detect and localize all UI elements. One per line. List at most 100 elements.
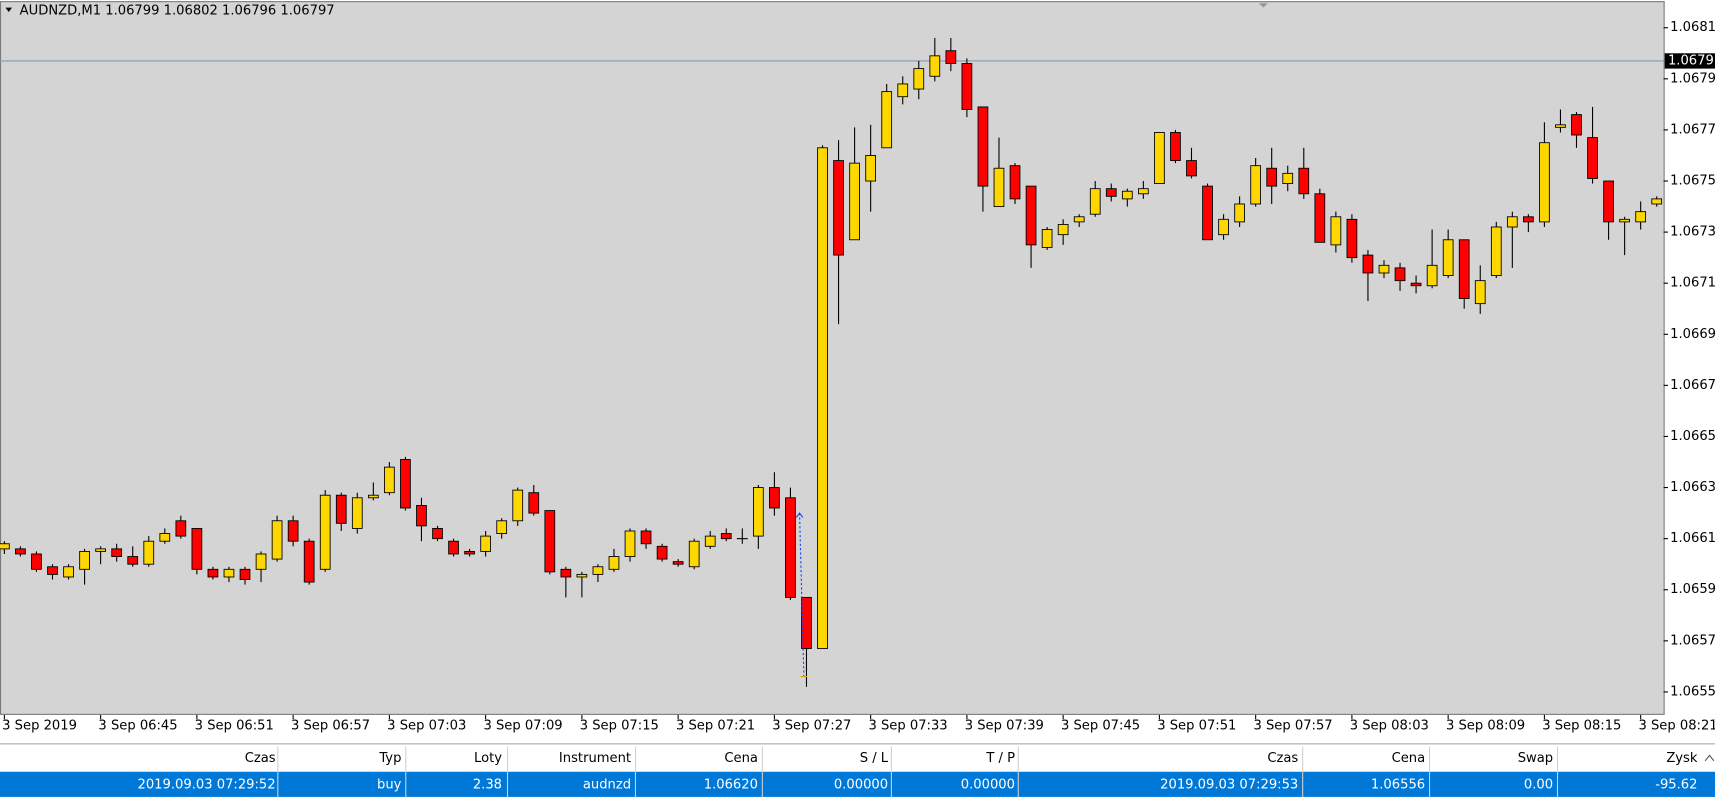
candle-body (1009, 165, 1021, 200)
plot: 1.06550 1.06570 1.06590 1.06610 1.06630 1.066… (0, 20, 1715, 733)
x-tick-label: 3 Sep 06:57 (291, 718, 370, 733)
y-tick-label: 1.06750 (1670, 174, 1715, 189)
candle-body (752, 487, 764, 537)
candle-body (769, 487, 780, 509)
x-tick-label: 3 Sep 08:03 (1350, 718, 1429, 733)
column-header: Czas (1267, 751, 1298, 766)
candle-body (1121, 190, 1133, 200)
candle-body (1603, 180, 1614, 223)
candle-body (351, 497, 363, 529)
candle-body (1523, 216, 1534, 223)
candle-body (464, 550, 475, 555)
candle-body (1490, 226, 1502, 276)
candle-body (1426, 264, 1438, 287)
table-cell: 0.00000 (961, 777, 1015, 792)
candle-body (785, 497, 796, 598)
candle-body (15, 548, 26, 555)
candle-body (704, 535, 716, 547)
candle-body (897, 83, 909, 98)
y-tick-label: 1.06730 (1670, 225, 1715, 240)
trade-open-arrow (795, 512, 804, 518)
x-tick-label: 3 Sep 07:33 (868, 718, 947, 733)
candle-body (400, 459, 411, 509)
table-cell: buy (377, 777, 402, 792)
candle-body (271, 520, 283, 560)
collapse-arrow[interactable] (5, 7, 13, 13)
table-cell: 0.00 (1524, 777, 1553, 792)
candle-body (1282, 172, 1294, 185)
candle-body (239, 568, 251, 580)
candle-body (335, 494, 347, 524)
candle-body (223, 568, 235, 578)
candle-body (1394, 267, 1406, 282)
y-tick-label: 1.06670 (1670, 378, 1715, 393)
candle-body (111, 548, 123, 557)
candle-body (1314, 193, 1326, 243)
candle-body (1266, 167, 1278, 187)
candle-body (1298, 167, 1310, 195)
candle-body (801, 596, 812, 649)
candle-body (528, 492, 540, 514)
candle-body (544, 510, 556, 573)
table-cell: -95.62 (1655, 777, 1697, 792)
candle-body (929, 55, 941, 77)
column-header: Zysk (1666, 751, 1698, 766)
column-header: Instrument (559, 751, 631, 766)
x-tick-label: 3 Sep 07:21 (676, 718, 755, 733)
candle-body (143, 540, 155, 565)
candle-body (1346, 218, 1358, 259)
candle-body (63, 566, 74, 578)
candle-body (127, 556, 139, 565)
shift-marker (1258, 3, 1268, 8)
candle-body (79, 550, 90, 570)
candle-body (656, 545, 668, 560)
x-tick-label: 3 Sep 07:39 (965, 718, 1044, 733)
chart-title: AUDNZD,M1 1.06799 1.06802 1.06796 1.0679… (20, 3, 335, 18)
y-tick-label: 1.06690 (1670, 327, 1715, 342)
candle-body (1555, 124, 1566, 128)
table-cell: 2019.09.03 07:29:52 (137, 777, 275, 792)
x-tick-label: 3 Sep 07:03 (387, 718, 466, 733)
candle-body (720, 533, 732, 540)
candle-body (624, 530, 636, 557)
candle-body (432, 527, 443, 540)
candle-body (1186, 160, 1197, 177)
candle-body (1105, 188, 1117, 197)
price-label: 1.06797 (1668, 53, 1715, 68)
candle-body (1234, 203, 1245, 223)
y-tick-label: 1.06770 (1670, 122, 1715, 137)
candle-body (207, 568, 219, 578)
column-header: Cena (724, 751, 758, 766)
candle-body (1250, 165, 1262, 205)
candle-body (303, 540, 315, 583)
candle-body (608, 556, 620, 570)
price-label-box (1664, 53, 1715, 69)
candle-body (961, 63, 973, 110)
candle-body (576, 573, 588, 578)
x-tick-label: 3 Sep 07:15 (580, 718, 659, 733)
candle-body (1330, 216, 1342, 246)
trade-line (798, 513, 805, 677)
x-tick-label: 3 Sep 08:09 (1446, 718, 1525, 733)
trade-table: Czas Typ Loty Instrument Cena S / L T / P Czas C… (137, 746, 1715, 797)
y-tick-label: 1.06650 (1670, 429, 1715, 444)
candle-body (817, 147, 828, 649)
candle-body (592, 566, 604, 575)
candle-body (1218, 218, 1229, 236)
candle-body (159, 533, 171, 542)
y-tick-label: 1.06570 (1670, 633, 1715, 648)
table-cell: audnzd (583, 777, 631, 792)
column-header: Cena (1392, 751, 1426, 766)
candle-body (47, 566, 58, 575)
candle-body (993, 167, 1005, 207)
candle-body (945, 50, 957, 64)
candle-body (480, 535, 491, 552)
candle-body (849, 162, 860, 241)
candle-body (496, 520, 508, 534)
x-tick-label: 3 Sep 07:57 (1253, 718, 1332, 733)
x-tick-label: 3 Sep 2019 (2, 718, 77, 733)
candle-body (1651, 198, 1663, 205)
table-cell: 1.06620 (704, 777, 758, 792)
candle-body (1154, 132, 1165, 185)
table-cell: 0.00000 (834, 777, 888, 792)
